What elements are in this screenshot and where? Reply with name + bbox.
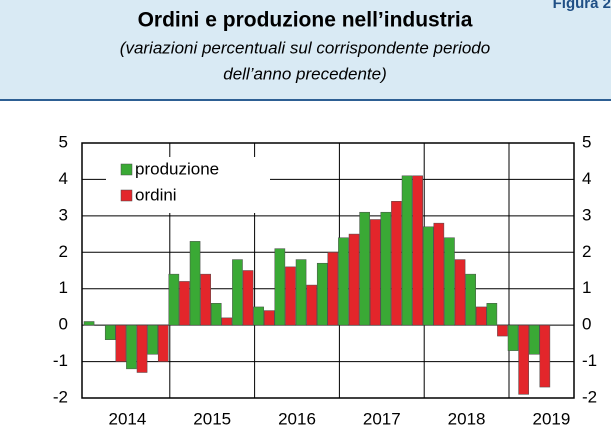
chart-subtitle: dell’anno precedente) xyxy=(223,64,387,83)
y2-tick-label: -2 xyxy=(582,387,597,406)
y-tick-label: -1 xyxy=(53,351,68,370)
x-tick-label: 2017 xyxy=(363,409,401,428)
bar xyxy=(444,237,455,326)
header-background xyxy=(0,0,611,100)
chart-title: Ordini e produzione nell’industria xyxy=(138,9,473,32)
y2-tick-label: 1 xyxy=(582,278,591,297)
bar xyxy=(401,175,413,326)
bar xyxy=(200,273,211,326)
y2-tick-label: 2 xyxy=(582,242,591,261)
legend-box xyxy=(106,157,270,213)
figure-label: Figura 2 xyxy=(553,0,611,12)
bar xyxy=(295,259,307,326)
y-tick-label: 1 xyxy=(59,278,68,297)
y2-tick-label: 4 xyxy=(582,169,591,188)
bar xyxy=(518,324,529,395)
x-tick-label: 2019 xyxy=(532,409,570,428)
bar xyxy=(422,226,434,326)
bar xyxy=(136,324,148,373)
y2-tick-label: 3 xyxy=(582,205,591,224)
bar xyxy=(306,284,317,326)
y2-tick-label: 0 xyxy=(582,315,591,334)
bar xyxy=(497,324,508,337)
x-tick-label: 2016 xyxy=(278,409,316,428)
legend-swatch xyxy=(120,189,133,202)
y-tick-label: -2 xyxy=(53,387,68,406)
y-tick-label: 2 xyxy=(59,242,68,261)
y-tick-label: 3 xyxy=(59,205,68,224)
bar xyxy=(433,222,445,326)
bar xyxy=(253,306,264,326)
bar xyxy=(507,324,519,351)
bar xyxy=(274,248,286,326)
bar xyxy=(475,306,487,326)
legend-label: produzione xyxy=(135,159,219,178)
bar xyxy=(147,324,158,355)
legend-label: ordini xyxy=(135,185,177,204)
bar xyxy=(528,324,540,355)
y-tick-label: 4 xyxy=(59,169,68,188)
bar xyxy=(210,303,222,326)
bar xyxy=(380,211,392,326)
bar xyxy=(316,262,328,326)
x-tick-label: 2018 xyxy=(448,409,486,428)
bar xyxy=(539,324,551,388)
bar xyxy=(338,237,349,326)
bar xyxy=(189,241,201,326)
bar xyxy=(232,259,243,326)
bar xyxy=(263,310,275,326)
y2-tick-label: 5 xyxy=(582,132,591,151)
plot-frame xyxy=(81,142,575,399)
bar xyxy=(465,273,476,326)
y2-tick-label: -1 xyxy=(582,351,597,370)
bar xyxy=(454,259,466,326)
y-tick-label: 0 xyxy=(59,315,68,334)
bar xyxy=(242,270,254,326)
bar xyxy=(486,303,498,326)
bar xyxy=(221,317,233,326)
y-tick-label: 5 xyxy=(59,132,68,151)
bar xyxy=(359,211,370,326)
bar xyxy=(327,252,339,326)
bar xyxy=(369,219,381,326)
bar xyxy=(348,233,360,326)
bar xyxy=(126,324,137,370)
bar xyxy=(115,324,127,362)
bar xyxy=(179,281,190,326)
bar xyxy=(104,324,116,340)
chart-subtitle: (variazioni percentuali sul corrisponden… xyxy=(120,38,490,57)
bar xyxy=(168,273,180,326)
legend-swatch xyxy=(120,163,133,176)
bar xyxy=(391,201,402,326)
bar xyxy=(157,324,169,362)
bar xyxy=(412,175,423,326)
bar xyxy=(83,321,95,326)
x-tick-label: 2014 xyxy=(108,409,146,428)
x-tick-label: 2015 xyxy=(193,409,231,428)
bar xyxy=(285,266,296,326)
